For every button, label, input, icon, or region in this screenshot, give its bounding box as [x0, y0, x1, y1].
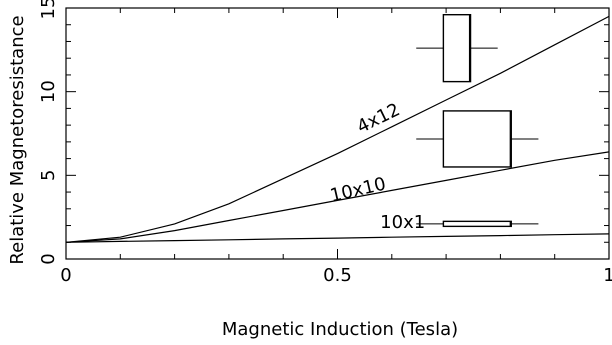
y-axis-label: Relative Magnetoresistance — [7, 15, 28, 264]
x-axis-label: Magnetic Induction (Tesla) — [222, 319, 458, 340]
series-line-10x10 — [65, 151, 610, 243]
series-group — [65, 15, 610, 243]
y-tick-label: 0 — [38, 253, 59, 264]
series-label-10x1: 10x1 — [380, 212, 425, 233]
plot-frame — [65, 7, 610, 260]
series-label-4x12: 4x12 — [354, 99, 404, 138]
series-label-10x10: 10x10 — [328, 173, 388, 206]
series-line-10x1 — [65, 233, 610, 243]
x-tick-label: 0.5 — [323, 265, 352, 286]
plot-frame-group — [65, 7, 610, 260]
x-tick-label: 1 — [603, 265, 612, 286]
y-tick-label: 15 — [38, 0, 59, 19]
sample-box-10x10 — [442, 110, 512, 168]
sample-glyph-group — [416, 13, 539, 228]
sample-box-4x12 — [442, 13, 472, 83]
x-tick-label: 0 — [60, 265, 71, 286]
sample-box-10x1 — [442, 220, 512, 228]
series-label-group: 4x12 10x10 10x1 — [328, 99, 425, 233]
y-tick-label: 10 — [38, 80, 59, 103]
y-tick-label: 5 — [38, 170, 59, 181]
series-line-4x12 — [65, 15, 610, 243]
